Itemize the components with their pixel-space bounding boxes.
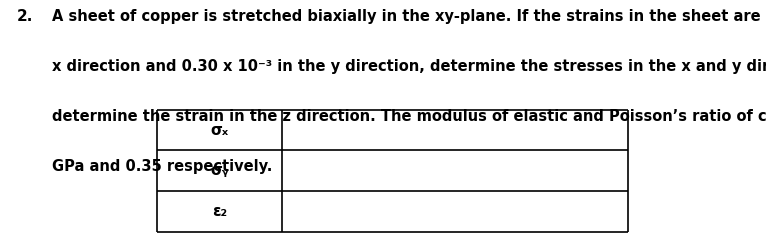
Text: 2.: 2.	[17, 9, 33, 23]
Text: σᵧ: σᵧ	[210, 163, 229, 178]
Text: ε₂: ε₂	[212, 204, 227, 219]
Text: x direction and 0.30 x 10⁻³ in the y direction, determine the stresses in the x : x direction and 0.30 x 10⁻³ in the y dir…	[52, 59, 766, 73]
Text: σₓ: σₓ	[211, 123, 228, 138]
Text: A sheet of copper is stretched biaxially in the xy-plane. If the strains in the : A sheet of copper is stretched biaxially…	[52, 9, 766, 23]
Text: GPa and 0.35 respectively.: GPa and 0.35 respectively.	[52, 159, 273, 173]
Text: determine the strain in the z direction. The modulus of elastic and Poisson’s ra: determine the strain in the z direction.…	[52, 109, 766, 123]
